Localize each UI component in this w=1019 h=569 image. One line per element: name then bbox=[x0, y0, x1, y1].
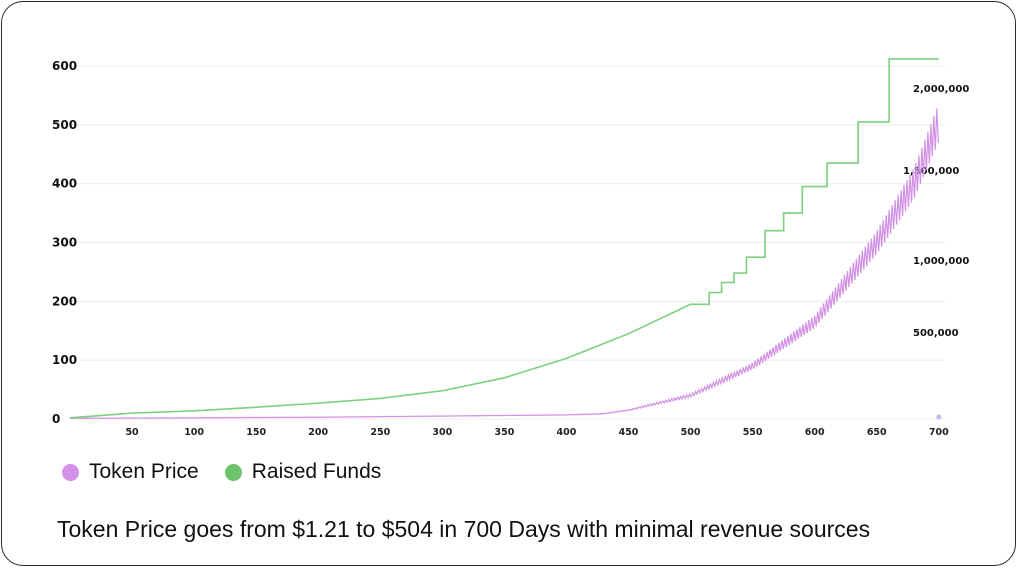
y-tick-label: 100 bbox=[52, 353, 77, 367]
x-tick-label: 250 bbox=[370, 427, 390, 438]
right-axis-label: 1,000,000 bbox=[913, 256, 969, 267]
legend-label: Token Price bbox=[89, 460, 199, 483]
token-price-swatch-icon bbox=[62, 463, 79, 481]
x-tick-label: 100 bbox=[184, 427, 204, 438]
x-tick-label: 200 bbox=[308, 427, 328, 438]
legend: Token Price Raised Funds bbox=[62, 460, 381, 484]
raised-funds-swatch-icon bbox=[224, 463, 242, 481]
x-tick-label: 600 bbox=[805, 427, 825, 438]
y-tick-label: 400 bbox=[52, 177, 77, 191]
legend-item-raised-funds[interactable]: Raised Funds bbox=[224, 460, 382, 484]
legend-item-token-price[interactable]: Token Price bbox=[62, 460, 199, 484]
y-tick-label: 0 bbox=[52, 412, 60, 426]
x-tick-label: 500 bbox=[681, 427, 701, 438]
chart-caption: Token Price goes from $1.21 to $504 in 7… bbox=[57, 516, 871, 542]
x-tick-label: 50 bbox=[125, 427, 139, 438]
right-axis-label: 2,000,000 bbox=[913, 84, 969, 95]
y-tick-label: 300 bbox=[52, 236, 77, 250]
x-tick-label: 700 bbox=[929, 427, 949, 438]
x-tick-label: 150 bbox=[246, 427, 266, 438]
x-tick-label: 350 bbox=[494, 427, 514, 438]
y-tick-label: 200 bbox=[52, 294, 77, 308]
end-marker bbox=[936, 414, 942, 420]
y-tick-label: 600 bbox=[52, 59, 77, 73]
legend-label: Raised Funds bbox=[251, 460, 382, 483]
x-tick-label: 450 bbox=[619, 427, 639, 438]
x-tick-label: 400 bbox=[557, 427, 577, 438]
x-tick-label: 650 bbox=[867, 427, 887, 438]
x-tick-label: 550 bbox=[743, 427, 763, 438]
raised-funds-line bbox=[69, 58, 939, 419]
y-tick-label: 500 bbox=[52, 118, 77, 132]
right-axis-label: 1,500,000 bbox=[903, 166, 959, 177]
x-tick-label: 300 bbox=[432, 427, 452, 438]
right-axis-label: 500,000 bbox=[913, 328, 959, 339]
token-price-line bbox=[69, 108, 939, 420]
